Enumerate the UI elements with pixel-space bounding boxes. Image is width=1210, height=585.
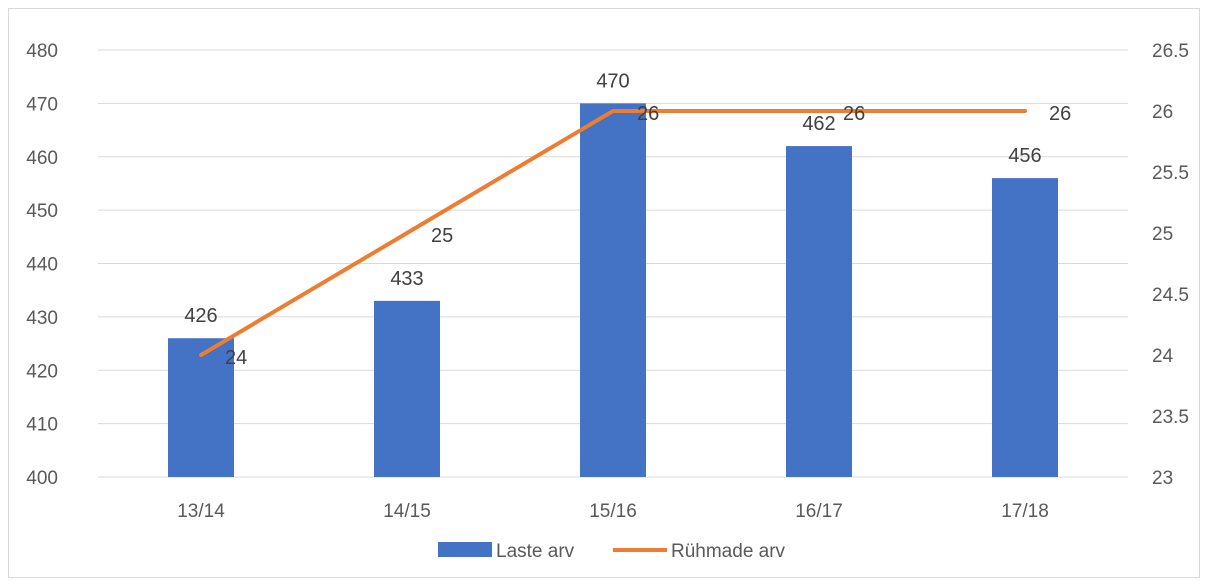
bar: [580, 103, 646, 477]
line-data-label: 26: [637, 103, 659, 125]
y-right-tick-label: 24.5: [1152, 285, 1189, 306]
y-left-tick-label: 450: [26, 201, 58, 222]
y-right-tick-label: 26: [1152, 102, 1173, 123]
line-data-label: 26: [843, 103, 865, 125]
line-series: [199, 109, 1027, 357]
bar-data-label: 470: [596, 70, 629, 92]
legend-label: Rühmade arv: [671, 541, 786, 562]
line-data-label: 24: [225, 347, 247, 369]
x-tick-label: 13/14: [177, 501, 225, 522]
y-left-tick-label: 410: [26, 415, 58, 436]
bar-data-label: 462: [802, 113, 835, 135]
y-right-tick-label: 25: [1152, 224, 1173, 245]
x-tick-label: 16/17: [795, 501, 843, 522]
y-right-tick-label: 24: [1152, 346, 1174, 367]
x-tick-label: 15/16: [589, 501, 637, 522]
y-right-tick-label: 25.5: [1152, 163, 1189, 184]
legend-label: Laste arv: [496, 541, 575, 562]
x-tick-label: 14/15: [383, 501, 431, 522]
y-left-tick-label: 460: [26, 148, 58, 169]
y-left-tick-label: 430: [26, 308, 58, 329]
line-data-label: 25: [431, 225, 453, 247]
bar: [992, 178, 1058, 477]
y-left-tick-label: 480: [26, 41, 58, 62]
bar-data-label: 426: [184, 305, 217, 327]
bar: [168, 338, 234, 477]
y-right-tick-label: 23: [1152, 468, 1173, 489]
bar: [374, 300, 440, 477]
x-tick-label: 17/18: [1001, 501, 1049, 522]
y-right-tick-label: 26.5: [1152, 41, 1189, 62]
legend-swatch-bar: [438, 542, 492, 557]
y-left-tick-label: 440: [26, 255, 58, 276]
bar: [786, 146, 852, 477]
bar-data-label: 456: [1008, 145, 1041, 167]
y-left-tick-label: 400: [26, 468, 58, 489]
y-left-tick-label: 420: [26, 361, 58, 382]
line-data-label: 26: [1049, 103, 1071, 125]
y-left-tick-label: 470: [26, 94, 58, 115]
y-right-tick-label: 23.5: [1152, 407, 1189, 428]
bar-data-label: 433: [390, 268, 423, 290]
chart-container: 400 410 420 430 440 450 460 470 480 23 23.5 24 24.5 2…: [8, 8, 1200, 578]
